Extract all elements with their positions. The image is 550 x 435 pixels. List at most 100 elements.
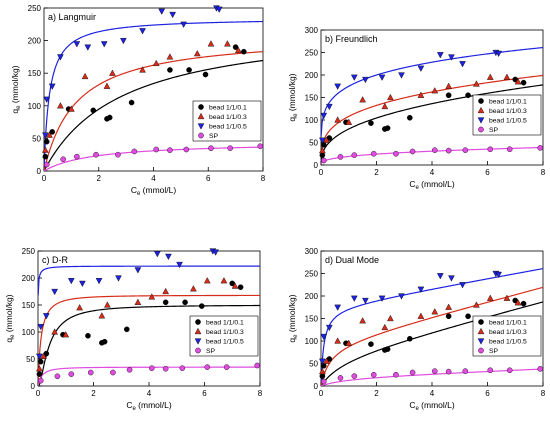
y-tick-label: 200 xyxy=(305,71,319,80)
data-point xyxy=(42,132,49,139)
y-tick-label: 150 xyxy=(28,69,42,78)
data-point xyxy=(128,99,135,106)
data-point xyxy=(95,278,103,285)
data-point xyxy=(445,92,452,99)
fit-curve xyxy=(44,146,263,171)
data-point xyxy=(370,150,377,157)
data-point xyxy=(431,308,439,315)
data-point xyxy=(462,147,469,153)
panel-label: a) Langmuir xyxy=(48,12,96,22)
y-tick-label: 200 xyxy=(305,292,319,301)
legend-entry: bead 1/1/0.5 xyxy=(489,339,527,346)
legend-box xyxy=(472,315,542,357)
data-point xyxy=(180,21,187,28)
data-point xyxy=(51,328,58,335)
data-point xyxy=(417,286,425,293)
data-point xyxy=(320,112,328,120)
data-point xyxy=(417,312,425,319)
legend-box xyxy=(189,315,259,357)
data-point xyxy=(319,373,326,379)
legend-marker xyxy=(477,327,485,335)
data-point xyxy=(120,38,127,45)
data-point xyxy=(345,339,353,346)
data-point xyxy=(134,267,142,274)
data-point xyxy=(495,271,502,279)
data-point xyxy=(74,153,80,160)
data-point xyxy=(254,362,261,369)
data-point xyxy=(115,275,122,282)
data-point xyxy=(406,335,413,342)
data-point xyxy=(104,301,111,308)
data-point xyxy=(162,299,169,306)
data-point xyxy=(459,61,466,68)
data-point xyxy=(506,367,513,374)
data-point xyxy=(334,337,341,344)
data-point xyxy=(537,145,544,151)
data-point xyxy=(337,375,344,381)
data-point xyxy=(445,368,452,375)
legend-marker xyxy=(478,347,484,354)
y-tick-label: 100 xyxy=(22,328,36,337)
legend-entry: bead 1/1/0.3 xyxy=(489,108,527,115)
data-point xyxy=(37,358,44,365)
data-point xyxy=(183,146,190,153)
data-point xyxy=(445,303,452,310)
data-point xyxy=(334,116,341,123)
panel-label: d) Dual Mode xyxy=(325,255,379,265)
data-point xyxy=(362,76,369,84)
y-tick-label: 100 xyxy=(305,337,319,346)
data-point xyxy=(487,146,494,153)
data-point xyxy=(319,358,326,365)
data-point xyxy=(368,341,374,347)
x-tick-label: 4 xyxy=(430,168,435,177)
data-point xyxy=(398,72,405,79)
data-point xyxy=(124,326,130,333)
data-point xyxy=(514,78,522,85)
data-point xyxy=(320,333,328,341)
data-point xyxy=(98,312,106,319)
data-point xyxy=(162,287,169,295)
legend-marker xyxy=(478,98,484,104)
legend: bead 1/1/0.1 bead 1/1/0.3 bead 1/1/0.5 SP xyxy=(192,100,262,142)
x-tick-label: 0 xyxy=(36,389,41,398)
data-point xyxy=(409,148,416,155)
data-point xyxy=(431,147,438,153)
data-point xyxy=(60,156,66,163)
x-tick-label: 0 xyxy=(319,168,324,177)
data-point xyxy=(162,365,169,372)
data-point xyxy=(148,293,156,300)
legend-entry: bead 1/1/0.3 xyxy=(206,329,244,336)
legend-marker xyxy=(194,327,202,335)
y-tick-label: 200 xyxy=(28,37,42,46)
chart-panel-4: 0 2 4 6 8 0 50 100 150 200 250 300 Ce (mmol/L) qe (mm… xyxy=(287,247,546,412)
y-tick-label: 50 xyxy=(309,139,318,148)
x-axis-label: Ce (mmol/L) xyxy=(409,179,455,191)
data-point xyxy=(506,146,513,153)
data-point xyxy=(36,353,43,360)
data-point xyxy=(190,285,197,292)
legend-marker xyxy=(195,347,201,354)
x-tick-label: 2 xyxy=(374,168,379,177)
data-point xyxy=(320,157,327,164)
x-tick-label: 0 xyxy=(42,174,47,183)
data-point xyxy=(514,299,522,306)
data-point xyxy=(109,69,116,76)
legend-entry: SP xyxy=(209,133,219,140)
legend-marker xyxy=(195,319,201,325)
data-point xyxy=(337,154,344,160)
legend-marker xyxy=(198,104,204,110)
data-point xyxy=(462,368,469,374)
y-tick-label: 0 xyxy=(37,167,42,176)
data-point xyxy=(67,278,75,285)
data-point xyxy=(40,352,47,359)
data-point xyxy=(43,96,51,103)
y-tick-label: 50 xyxy=(26,355,35,364)
legend-entry: bead 1/1/0.3 xyxy=(489,329,527,336)
data-point xyxy=(158,8,166,15)
x-tick-label: 6 xyxy=(485,168,490,177)
legend-entry: bead 1/1/0.5 xyxy=(209,124,247,131)
data-point xyxy=(241,48,247,55)
data-point xyxy=(359,96,366,103)
data-point xyxy=(62,331,70,338)
data-point xyxy=(323,136,330,143)
